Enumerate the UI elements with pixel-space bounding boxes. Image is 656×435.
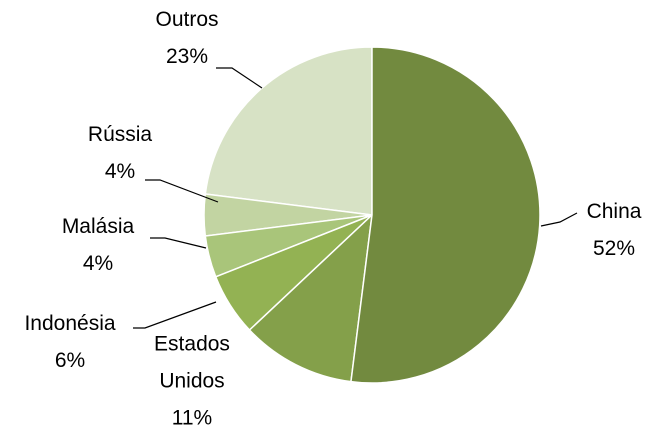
value-label: 52% xyxy=(592,237,636,260)
category-label: China xyxy=(586,200,642,223)
category-label: Indonésia xyxy=(24,312,116,335)
pie-slice xyxy=(350,46,541,384)
slice-label: Malásia 4% xyxy=(62,208,134,282)
leader-line xyxy=(145,179,219,203)
leader-line xyxy=(150,237,207,249)
pie-slice xyxy=(248,213,374,383)
slice-label: Outros 23% xyxy=(155,1,218,75)
leader-line xyxy=(133,301,217,329)
value-label: 4% xyxy=(82,252,114,275)
value-label: 6% xyxy=(54,349,86,372)
slice-label: Estados Unidos 11% xyxy=(142,326,242,435)
value-label: 23% xyxy=(165,45,209,68)
slice-label: Rússia 4% xyxy=(88,116,152,190)
category-label: Outros xyxy=(155,8,219,31)
category-label: Rússia xyxy=(87,123,153,146)
leader-line xyxy=(540,212,578,227)
category-label: Malásia xyxy=(61,215,135,238)
category-label: Estados Unidos xyxy=(154,332,230,393)
value-label: 11% xyxy=(171,406,213,430)
slice-label: China 52% xyxy=(587,193,642,267)
leader-line xyxy=(216,67,263,89)
value-label: 4% xyxy=(104,160,136,183)
slice-label: Indonésia 6% xyxy=(24,305,115,379)
pie-slice xyxy=(204,46,373,216)
